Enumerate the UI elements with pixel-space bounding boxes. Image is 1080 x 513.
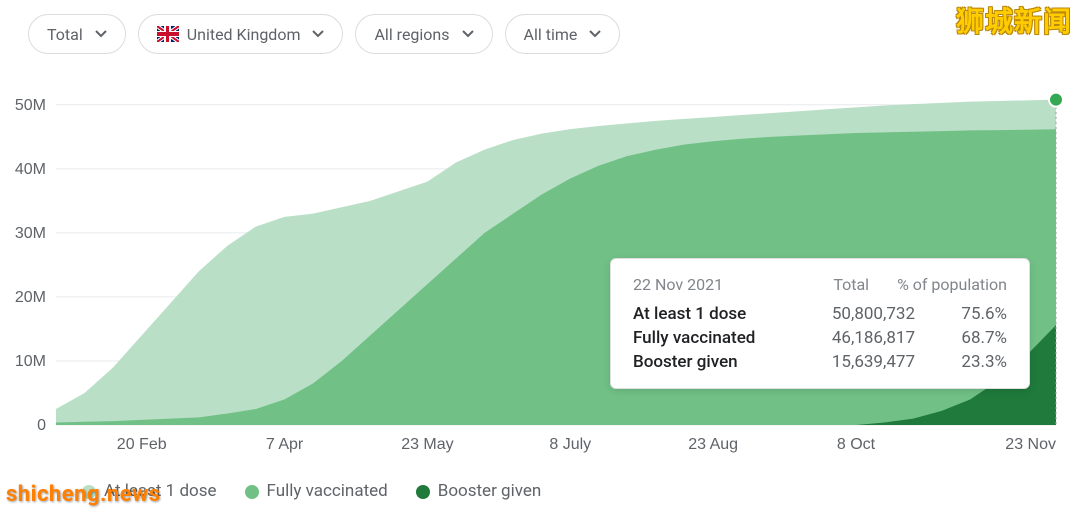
tooltip-row-total: 50,800,732 xyxy=(805,304,915,324)
tooltip-col-pct: % of population xyxy=(897,275,1007,294)
tooltip-row-pct: 68.7% xyxy=(937,328,1007,348)
svg-text:0: 0 xyxy=(37,417,46,434)
chart-tooltip: 22 Nov 2021 Total % of population At lea… xyxy=(610,258,1030,389)
svg-text:20M: 20M xyxy=(15,289,46,306)
watermark-bottom: shicheng.news xyxy=(6,482,161,507)
uk-flag-icon xyxy=(157,26,179,42)
tooltip-row: Fully vaccinated 46,186,817 68.7% xyxy=(633,328,1007,348)
filter-region[interactable]: All regions xyxy=(355,14,492,54)
filter-region-label: All regions xyxy=(374,25,449,44)
tooltip-row-pct: 75.6% xyxy=(937,304,1007,324)
legend-item: Booster given xyxy=(416,481,542,501)
legend-label: Fully vaccinated xyxy=(267,481,388,501)
filter-country[interactable]: United Kingdom xyxy=(138,14,344,54)
filter-time[interactable]: All time xyxy=(505,14,621,54)
svg-text:40M: 40M xyxy=(15,161,46,178)
svg-text:10M: 10M xyxy=(15,353,46,370)
tooltip-row-total: 46,186,817 xyxy=(805,328,915,348)
svg-text:23 May: 23 May xyxy=(401,436,453,453)
watermark-top: 狮城新闻 xyxy=(956,0,1072,40)
svg-text:50M: 50M xyxy=(15,97,46,114)
svg-text:23 Nov: 23 Nov xyxy=(1005,436,1056,453)
filter-metric[interactable]: Total xyxy=(28,14,126,54)
tooltip-row: At least 1 dose 50,800,732 75.6% xyxy=(633,304,1007,324)
svg-text:20 Feb: 20 Feb xyxy=(117,436,167,453)
svg-text:23 Aug: 23 Aug xyxy=(688,436,738,453)
legend-dot-icon xyxy=(245,485,259,499)
svg-text:8 July: 8 July xyxy=(549,436,591,453)
chevron-down-icon xyxy=(312,30,324,38)
chevron-down-icon xyxy=(462,30,474,38)
filter-country-label: United Kingdom xyxy=(187,25,301,44)
tooltip-row-label: Fully vaccinated xyxy=(633,328,783,348)
tooltip-row-total: 15,639,477 xyxy=(805,352,915,372)
chevron-down-icon xyxy=(589,30,601,38)
filter-bar: Total United Kingdom All regions All tim… xyxy=(28,14,620,54)
filter-time-label: All time xyxy=(524,25,578,44)
tooltip-date: 22 Nov 2021 xyxy=(633,275,805,294)
tooltip-row: Booster given 15,639,477 23.3% xyxy=(633,352,1007,372)
legend-dot-icon xyxy=(416,485,430,499)
svg-text:8 Oct: 8 Oct xyxy=(837,436,876,453)
tooltip-row-label: Booster given xyxy=(633,352,783,372)
legend-label: Booster given xyxy=(438,481,542,501)
svg-text:7 Apr: 7 Apr xyxy=(266,436,304,453)
chevron-down-icon xyxy=(95,30,107,38)
legend-item: Fully vaccinated xyxy=(245,481,388,501)
filter-metric-label: Total xyxy=(47,25,83,44)
tooltip-row-label: At least 1 dose xyxy=(633,304,783,324)
tooltip-col-total: Total xyxy=(833,275,869,294)
svg-text:30M: 30M xyxy=(15,225,46,242)
tooltip-row-pct: 23.3% xyxy=(937,352,1007,372)
